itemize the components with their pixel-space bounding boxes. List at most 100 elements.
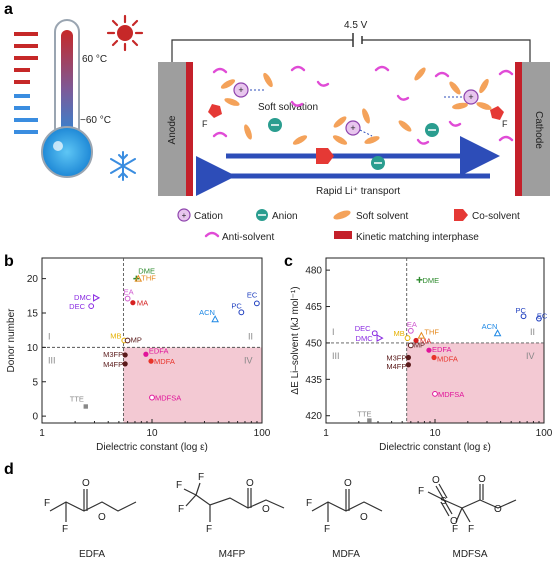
y-tick-label: 420: [305, 411, 322, 422]
panel-d-label: d: [4, 461, 14, 478]
atom-label: F: [306, 498, 312, 509]
quadrant-label: I: [332, 327, 335, 337]
data-point-label: M3FP: [386, 353, 406, 362]
data-point-label: DME: [138, 267, 155, 276]
y-tick-label: 10: [27, 343, 39, 354]
data-point: [536, 315, 542, 322]
quadrant-label: IV: [244, 355, 253, 365]
legend-soft-solvent-label: Soft solvent: [356, 211, 408, 222]
x-tick-label: 100: [536, 428, 553, 439]
data-point-label: PC: [516, 306, 527, 315]
atom-label: F: [452, 524, 458, 535]
data-point: [431, 354, 437, 361]
data-point-label: EC: [537, 312, 548, 321]
temp-high-label: 60 °C: [82, 54, 107, 65]
atom-labels: F F O O F F F F O O F F O O F S O O F F …: [44, 472, 502, 535]
data-point: [238, 309, 245, 316]
data-point: [371, 330, 378, 337]
y-tick-label: 20: [27, 274, 39, 285]
quadrant-label: II: [530, 327, 535, 337]
data-point-label: EDFA: [432, 345, 452, 354]
data-point-label: EDFA: [149, 346, 169, 355]
data-point-label: TTE: [357, 410, 371, 419]
battery-schematic: 4.5 V Anode Cathode F F Rapid Li⁺ transp…: [158, 20, 550, 197]
molecule-mdfsa: [427, 483, 517, 523]
molecule-structures: [49, 482, 517, 523]
cation-icon: +: [463, 89, 479, 105]
legend-cation: + Cation: [177, 208, 223, 222]
data-point: [143, 351, 149, 357]
quadrant-iv-shade: [406, 342, 544, 423]
atom-label: O: [360, 512, 368, 523]
panel-label: b: [4, 253, 14, 270]
data-point: [122, 352, 128, 358]
data-point: [93, 294, 101, 302]
svg-text:+: +: [468, 92, 473, 102]
data-point-label: M3FP: [103, 350, 123, 359]
data-point: [83, 404, 88, 409]
anode-label: Anode: [167, 115, 178, 144]
x-tick-label: 100: [254, 428, 271, 439]
quadrant-label: IV: [526, 351, 535, 361]
molecule-edfa: [49, 489, 137, 522]
x-tick-label: 1: [323, 428, 329, 439]
atom-label: F: [324, 524, 330, 535]
data-point: [124, 337, 131, 344]
data-point-label: ACN: [482, 322, 498, 331]
transport-label: Rapid Li⁺ transport: [316, 186, 400, 197]
quadrant-label: I: [48, 331, 51, 341]
legend-anion-label: Anion: [272, 211, 298, 222]
atom-label: O: [450, 516, 458, 527]
data-point-label: EC: [247, 290, 258, 299]
data-point-label: THF: [141, 274, 156, 283]
data-point-label: MDFA: [437, 354, 458, 363]
schematic-legend: + Cation Anion Soft solvent Co-solvent A…: [177, 208, 520, 243]
data-point-label: ACN: [199, 308, 215, 317]
molecule-m4fp: [183, 482, 285, 522]
data-point: [493, 329, 502, 337]
data-point: [417, 331, 426, 339]
data-point: [148, 358, 154, 364]
co-solvent-marker: [208, 104, 222, 118]
quadrant-label: III: [48, 355, 56, 365]
legend-co-solvent-label: Co-solvent: [472, 211, 520, 222]
cation-icon: +: [345, 120, 361, 136]
atom-label: F: [198, 472, 204, 483]
atom-label: O: [82, 478, 90, 489]
molecule-name: MDFSA: [453, 549, 488, 560]
atom-label: O: [478, 474, 486, 485]
co-solvent-marker: [490, 106, 504, 120]
data-point-label: MB: [394, 329, 405, 338]
data-point: [211, 315, 219, 323]
data-point: [520, 313, 527, 320]
snowflake-icon: [110, 151, 136, 181]
voltage-label: 4.5 V: [344, 20, 368, 31]
data-point: [426, 347, 432, 353]
atom-label: O: [246, 478, 254, 489]
data-point-label: MDFSA: [155, 394, 181, 403]
data-point: [405, 354, 411, 361]
data-point: [413, 337, 419, 344]
data-point: [416, 276, 423, 283]
quadrant-label: II: [248, 331, 253, 341]
soft-solvation-label: Soft solvation: [258, 102, 318, 113]
data-point-label: DMC: [356, 334, 374, 343]
molecule-name: EDFA: [79, 549, 105, 560]
y-tick-label: 435: [305, 375, 322, 386]
y-tick-label: 0: [32, 412, 38, 423]
molecule-mdfa: [311, 489, 383, 522]
legend-co-solvent: Co-solvent: [454, 209, 520, 222]
data-point: [88, 303, 95, 310]
x-tick-label: 10: [429, 428, 441, 439]
x-tick-label: 1: [39, 428, 45, 439]
data-point: [404, 335, 411, 341]
f-right-label: F: [502, 119, 508, 129]
svg-text:+: +: [238, 85, 243, 95]
atom-label: O: [262, 504, 270, 515]
y-axis-label: Donor number: [6, 308, 17, 373]
data-point-label: MB: [110, 332, 121, 341]
atom-label: O: [494, 504, 502, 515]
data-point-label: EA: [407, 320, 417, 329]
data-point: [134, 274, 143, 282]
